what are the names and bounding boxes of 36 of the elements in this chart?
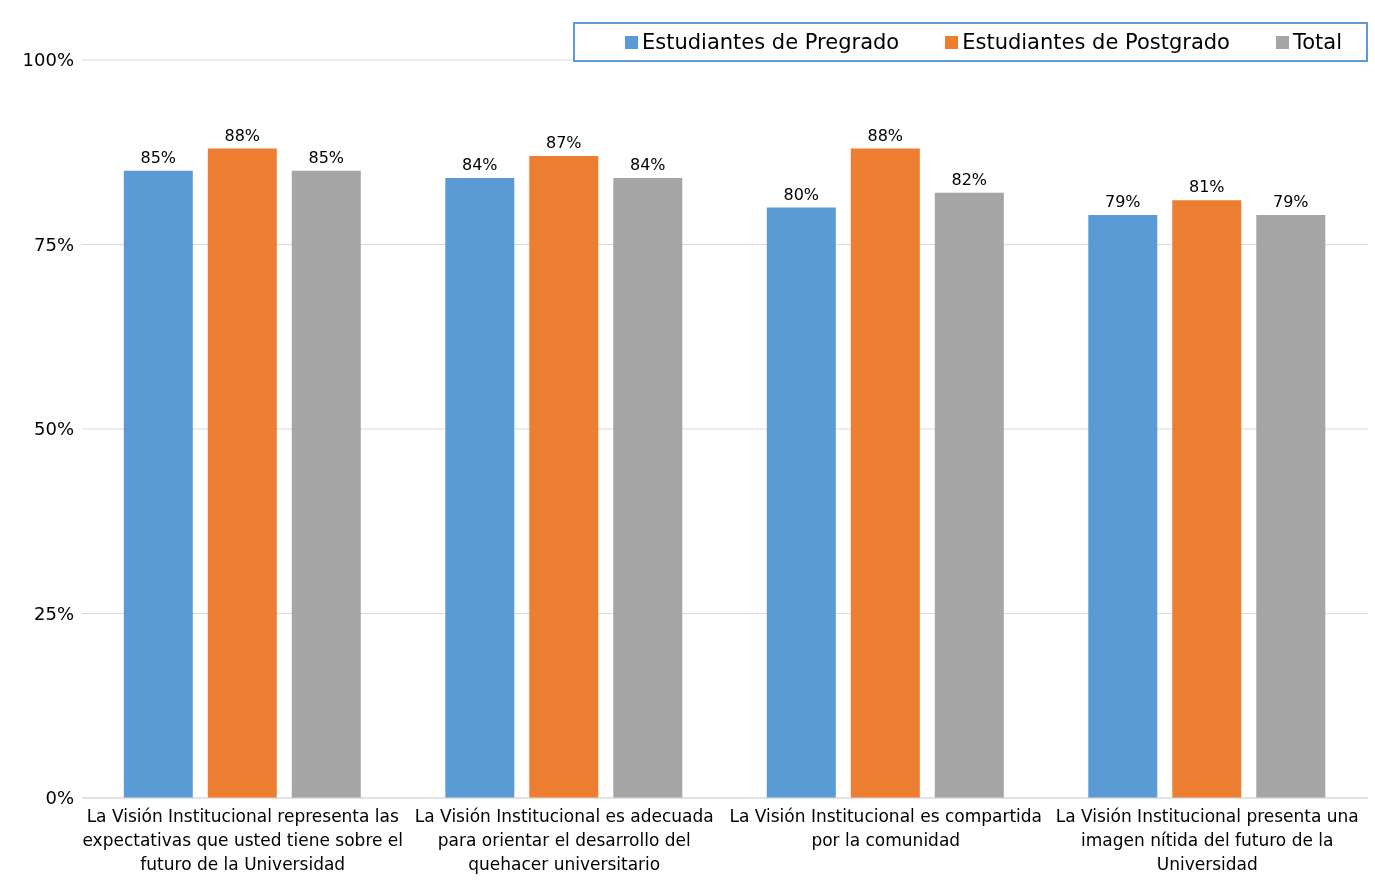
bar [207,148,277,798]
data-label: 81% [1189,177,1225,197]
y-tick-label: 75% [33,233,74,255]
x-tick-label: La Visión Institucional es adecuada para orientar el desarrollo del quehacer universitario [414,806,714,874]
bar [766,207,836,798]
y-tick-label: 25% [33,602,74,624]
data-label: 79% [1105,191,1141,211]
data-label: 88% [224,125,261,145]
bar [445,178,515,798]
x-tick-label: La Visión Institucional es compartida por la comunidad [729,806,1043,850]
x-tick-label: La Visión Institucional presenta una imagen nítida del futuro de la Universidad [1055,806,1359,874]
data-label: 87% [546,132,582,152]
y-tick-label: 100% [22,49,74,71]
bar [1172,200,1242,798]
bar [291,170,361,798]
bar [123,170,193,798]
bar [934,192,1004,798]
bar [613,178,683,798]
data-label: 84% [462,155,498,175]
data-label: 85% [308,147,345,167]
data-label: 88% [867,125,904,145]
data-label: 79% [1273,191,1309,211]
y-tick-label: 50% [33,418,74,440]
data-label: 82% [951,169,988,189]
bar [850,148,920,798]
data-label: 80% [783,184,820,204]
data-label: 85% [140,147,177,167]
data-label: 84% [630,155,666,175]
y-tick-label: 0% [45,787,74,809]
legend-label: Estudiantes de Pregrado [641,30,900,54]
bar [1088,214,1158,798]
legend-label: Total [1291,30,1342,54]
bar [529,155,599,798]
bar [1256,214,1326,798]
x-tick-label: La Visión Institucional representa las expectativas que usted tiene sobre el futuro de la Universidad [82,806,404,874]
legend-label: Estudiantes de Postgrado [961,30,1230,54]
